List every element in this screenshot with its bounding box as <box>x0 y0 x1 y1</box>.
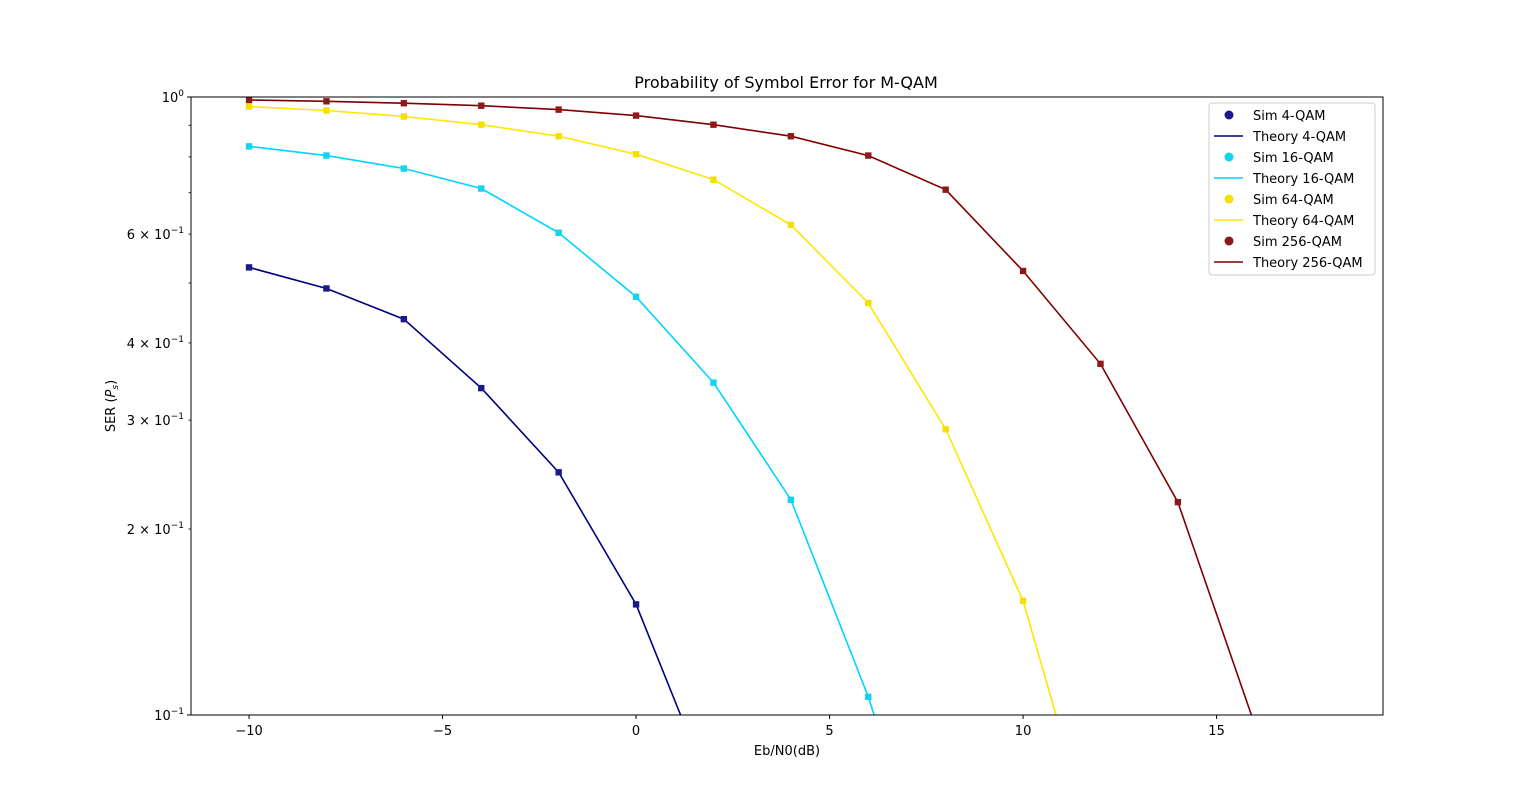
y-axis-label-symbol: P <box>104 389 119 397</box>
data-point-sim-256-qam <box>787 133 795 140</box>
legend-box <box>1208 102 1376 276</box>
data-point-sim-64-qam <box>632 151 640 158</box>
x-axis-label: Eb/N0(dB) <box>754 744 820 759</box>
y-axis-label-suffix: ) <box>104 380 119 385</box>
legend-marker <box>1224 194 1234 204</box>
data-point-sim-64-qam <box>245 103 253 110</box>
y-minor-tick-label: 6 × 10−1 <box>127 226 184 243</box>
series-line-theory-4-qam <box>248 266 682 715</box>
data-point-sim-16-qam <box>787 496 795 503</box>
y-axis-label: SER (Ps) <box>104 380 121 432</box>
legend-label: Theory 256-QAM <box>1252 256 1363 271</box>
data-point-sim-16-qam <box>710 379 717 386</box>
x-tick-label: −10 <box>235 724 262 739</box>
data-point-sim-16-qam <box>245 143 253 150</box>
data-point-sim-256-qam <box>555 106 562 113</box>
legend-marker <box>1224 152 1234 162</box>
data-point-sim-64-qam <box>942 426 949 433</box>
y-axis-label-prefix: SER ( <box>104 397 119 432</box>
data-point-sim-64-qam <box>323 107 330 114</box>
legend-label: Sim 4-QAM <box>1253 109 1325 124</box>
legend-marker <box>1224 110 1234 120</box>
x-tick-label: 5 <box>825 724 833 739</box>
x-tick-label: 15 <box>1208 724 1225 739</box>
legend-entries: Sim 4-QAM Theory 4-QAM Sim 16-QAM Theory 16… <box>1214 109 1363 271</box>
x-tick-label: −5 <box>433 724 452 739</box>
legend-label: Sim 64-QAM <box>1253 193 1334 208</box>
y-minor-tick-label: 2 × 10−1 <box>127 521 184 538</box>
chart-title: Probability of Symbol Error for M-QAM <box>634 73 938 92</box>
data-point-sim-4-qam <box>555 469 562 476</box>
series-line-theory-16-qam <box>249 145 875 715</box>
y-major-tick-label: 100 <box>162 89 185 106</box>
y-minor-tick-label: 3 × 10−1 <box>127 412 184 429</box>
data-point-sim-256-qam <box>323 98 330 105</box>
data-point-sim-16-qam <box>400 165 408 172</box>
legend-label: Theory 16-QAM <box>1252 172 1354 187</box>
data-point-sim-16-qam <box>865 693 872 701</box>
data-point-sim-256-qam <box>1097 360 1104 368</box>
data-point-sim-256-qam <box>1019 267 1027 275</box>
data-point-sim-64-qam <box>710 176 717 183</box>
data-point-sim-16-qam <box>323 152 330 159</box>
series-lines <box>248 99 1253 715</box>
data-point-sim-64-qam <box>865 299 872 307</box>
legend-label: Sim 16-QAM <box>1253 151 1334 166</box>
data-point-sim-4-qam <box>323 285 330 292</box>
series-markers <box>245 97 1182 701</box>
data-point-sim-256-qam <box>632 112 640 119</box>
data-point-sim-4-qam <box>400 315 408 323</box>
data-point-sim-64-qam <box>787 221 795 229</box>
y-major-tick-label: 10−1 <box>154 707 184 724</box>
series-line-theory-64-qam <box>249 105 1057 715</box>
y-axis: 10−1 100 2 × 10−1 3 × 10−1 4 × 10−1 6 × 10−1 <box>127 89 191 724</box>
series-line-theory-256-qam <box>249 99 1253 715</box>
data-point-sim-16-qam <box>632 293 640 301</box>
data-point-sim-256-qam <box>942 186 949 193</box>
data-point-sim-4-qam <box>245 264 253 271</box>
legend-label: Theory 64-QAM <box>1252 214 1354 229</box>
data-point-sim-4-qam <box>632 601 640 608</box>
data-point-sim-16-qam <box>478 185 485 192</box>
x-tick-label: 0 <box>632 724 640 739</box>
data-point-sim-64-qam <box>478 121 485 128</box>
data-point-sim-64-qam <box>555 133 562 140</box>
y-axis-label-subscript: s <box>111 385 121 390</box>
plot-frame <box>190 96 1384 716</box>
data-point-sim-256-qam <box>245 97 253 104</box>
data-point-sim-256-qam <box>400 100 408 107</box>
legend: Sim 4-QAM Theory 4-QAM Sim 16-QAM Theory 16… <box>1208 102 1376 276</box>
y-minor-tick-label: 4 × 10−1 <box>127 335 184 352</box>
data-point-sim-64-qam <box>400 113 408 120</box>
data-point-sim-256-qam <box>865 152 872 159</box>
legend-marker <box>1224 236 1234 246</box>
data-point-sim-256-qam <box>710 121 717 128</box>
x-tick-label: 10 <box>1015 724 1032 739</box>
legend-label: Theory 4-QAM <box>1252 130 1346 145</box>
data-point-sim-256-qam <box>1174 498 1182 506</box>
data-point-sim-16-qam <box>555 229 562 236</box>
data-point-sim-64-qam <box>1019 597 1027 605</box>
data-point-sim-256-qam <box>478 102 485 109</box>
legend-label: Sim 256-QAM <box>1253 235 1342 250</box>
x-axis: −10 −5 0 5 10 15 <box>235 715 1225 739</box>
data-point-sim-4-qam <box>478 384 485 392</box>
